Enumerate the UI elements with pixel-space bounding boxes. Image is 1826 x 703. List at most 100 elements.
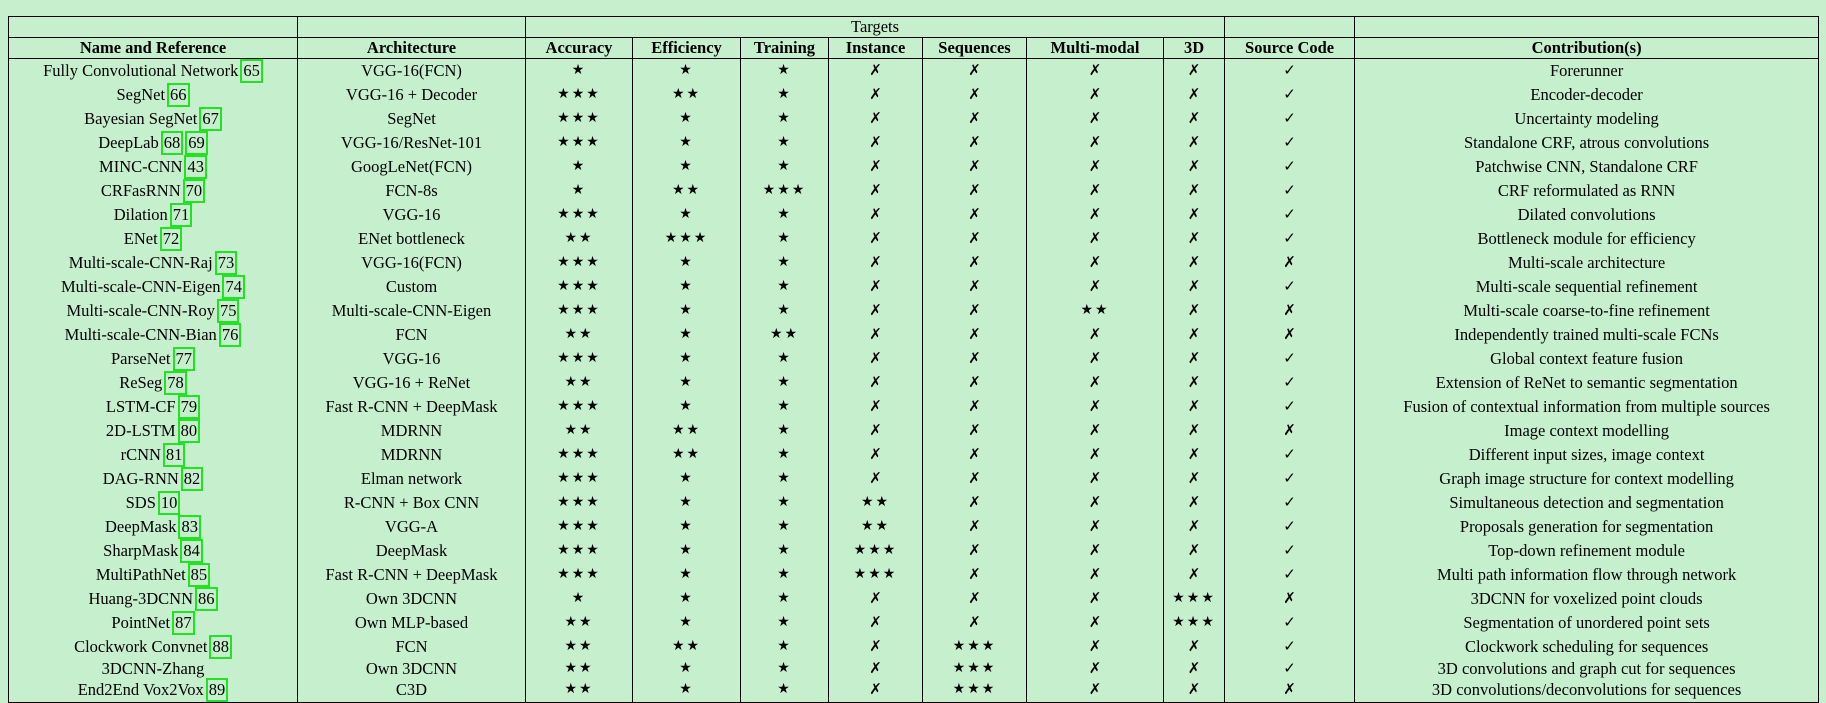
table-row: MINC-CNN 43 GoogLeNet(FCN) ★ ★ ★ ✗ ✗ ✗ ✗ ✓ Patchwis… [8,154,1820,179]
multimodal-cell: ✗ [1026,394,1164,419]
reference-link[interactable]: 86 [195,586,218,611]
efficiency-cell: ★ [632,466,741,491]
source-code-cell: ✓ [1224,370,1356,395]
method-name: DAG-RNN [102,468,179,488]
multimodal-cell: ✗ [1026,202,1164,227]
name-cell: Multi-scale-CNN-Roy 75 [8,298,298,323]
reference-link[interactable]: 71 [169,202,193,227]
instance-cell: ✗ [828,226,923,251]
name-cell: SDS 10 [8,490,298,515]
contribution-cell: Segmentation of unordered point sets [1354,610,1820,635]
reference-link[interactable]: 88 [209,634,232,659]
reference-link[interactable]: 74 [222,274,245,299]
reference-link[interactable]: 81 [162,442,186,467]
efficiency-cell: ★ [632,322,741,347]
method-name: Multi-scale-CNN-Eigen [61,276,221,296]
contribution-cell: Multi-scale coarse-to-fine refinement [1354,298,1820,323]
reference-link[interactable]: 82 [180,466,204,491]
training-cell: ★ [740,346,829,371]
instance-cell: ✗ [828,202,923,227]
training-cell: ★★ [740,322,829,347]
3d-cell: ✗ [1162,58,1226,83]
3d-cell: ✗ [1162,298,1226,323]
instance-cell: ✗ [828,394,923,419]
col-header-name: Name and Reference [8,36,298,59]
multimodal-cell: ✗ [1026,322,1164,347]
col-header-3d: 3D [1162,36,1226,59]
multimodal-cell: ✗ [1026,370,1164,395]
source-code-cell: ✓ [1224,538,1356,563]
reference-link[interactable]: 10 [157,490,181,515]
efficiency-cell: ★ [632,130,741,155]
instance-cell: ✗ [828,466,923,491]
source-code-cell: ✓ [1224,562,1356,587]
source-code-cell: ✗ [1224,678,1356,703]
multimodal-cell: ✗ [1026,610,1164,635]
3d-cell: ✗ [1162,154,1226,179]
name-cell: 2D-LSTM 80 [8,418,298,443]
efficiency-cell: ★★★ [632,226,741,251]
reference-link[interactable]: 78 [164,370,187,395]
architecture-cell: VGG-16 [297,346,526,371]
3d-cell: ✗ [1162,394,1226,419]
reference-link[interactable]: 69 [185,130,208,155]
contribution-cell: Extension of ReNet to semantic segmentat… [1354,370,1820,395]
name-cell: Huang-3DCNN 86 [8,586,298,611]
reference-link[interactable]: 70 [182,178,206,203]
name-cell: rCNN 81 [8,442,298,467]
source-code-cell: ✓ [1224,394,1356,419]
architecture-cell: FCN [297,634,526,659]
efficiency-cell: ★ [632,562,741,587]
reference-link[interactable]: 65 [240,58,263,83]
instance-cell: ★★★ [828,562,923,587]
reference-link[interactable]: 83 [178,514,201,539]
table-row: ReSeg 78 VGG-16 + ReNet ★★ ★ ★ ✗ ✗ ✗ ✗ ✓ Extension … [8,370,1820,395]
reference-link[interactable]: 79 [177,394,201,419]
reference-link[interactable]: 75 [216,298,240,323]
reference-link[interactable]: 43 [184,154,207,179]
efficiency-cell: ★ [632,394,741,419]
training-cell: ★ [740,394,829,419]
reference-link[interactable]: 66 [167,82,190,107]
table-row: 3DCNN-Zhang Own 3DCNN ★★ ★ ★ ✗ ★★★ ✗ ✗ ✓ 3D convol… [8,658,1820,679]
table-row: Multi-scale-CNN-Raj 73 VGG-16(FCN) ★★★ ★ ★ ✗ ✗ ✗… [8,250,1820,275]
accuracy-cell: ★ [525,178,633,203]
name-cell: Multi-scale-CNN-Bian 76 [8,322,298,347]
contribution-cell: 3D convolutions and graph cut for sequen… [1354,658,1820,679]
reference-link[interactable]: 68 [160,130,184,155]
efficiency-cell: ★★ [632,442,741,467]
reference-link[interactable]: 80 [177,418,201,443]
reference-link[interactable]: 84 [180,538,203,563]
architecture-cell: Custom [297,274,526,299]
reference-link[interactable]: 85 [187,562,211,587]
table-row: LSTM-CF 79 Fast R-CNN + DeepMask ★★★ ★ ★ ✗ ✗ ✗ ✗ ✓… [8,394,1820,419]
table-row: MultiPathNet 85 Fast R-CNN + DeepMask ★★★ ★ ★… [8,562,1820,587]
contribution-cell: Clockwork scheduling for sequences [1354,634,1820,659]
reference-link[interactable]: 87 [172,610,195,635]
sequences-cell: ✗ [922,178,1027,203]
3d-cell: ✗ [1162,678,1226,703]
table-row: SDS 10 R-CNN + Box CNN ★★★ ★ ★ ★★ ✗ ✗ ✗ ✓ Simultane… [8,490,1820,515]
blank-header-contrib [1354,16,1820,38]
reference-link[interactable]: 76 [218,322,242,347]
method-name: MINC-CNN [99,156,183,176]
reference-link[interactable]: 67 [199,106,222,131]
accuracy-cell: ★★★ [525,466,633,491]
table-row: PointNet 87 Own MLP-based ★★ ★ ★ ✗ ✗ ✗ ★★★ ✓ Segmen… [8,610,1820,635]
reference-link[interactable]: 77 [172,346,196,371]
contribution-cell: Top-down refinement module [1354,538,1820,563]
accuracy-cell: ★★★ [525,202,633,227]
efficiency-cell: ★ [632,298,741,323]
sequences-cell: ✗ [922,274,1027,299]
reference-link[interactable]: 73 [214,250,238,275]
3d-cell: ✗ [1162,562,1226,587]
source-code-cell: ✓ [1224,178,1356,203]
training-cell: ★ [740,562,829,587]
reference-link[interactable]: 89 [205,678,229,702]
table-row: ParseNet 77 VGG-16 ★★★ ★ ★ ✗ ✗ ✗ ✗ ✓ Global context… [8,346,1820,371]
method-name: SDS [125,492,156,512]
reference-link[interactable]: 72 [159,226,183,251]
sequences-cell: ✗ [922,130,1027,155]
efficiency-cell: ★ [632,490,741,515]
contribution-cell: Global context feature fusion [1354,346,1820,371]
